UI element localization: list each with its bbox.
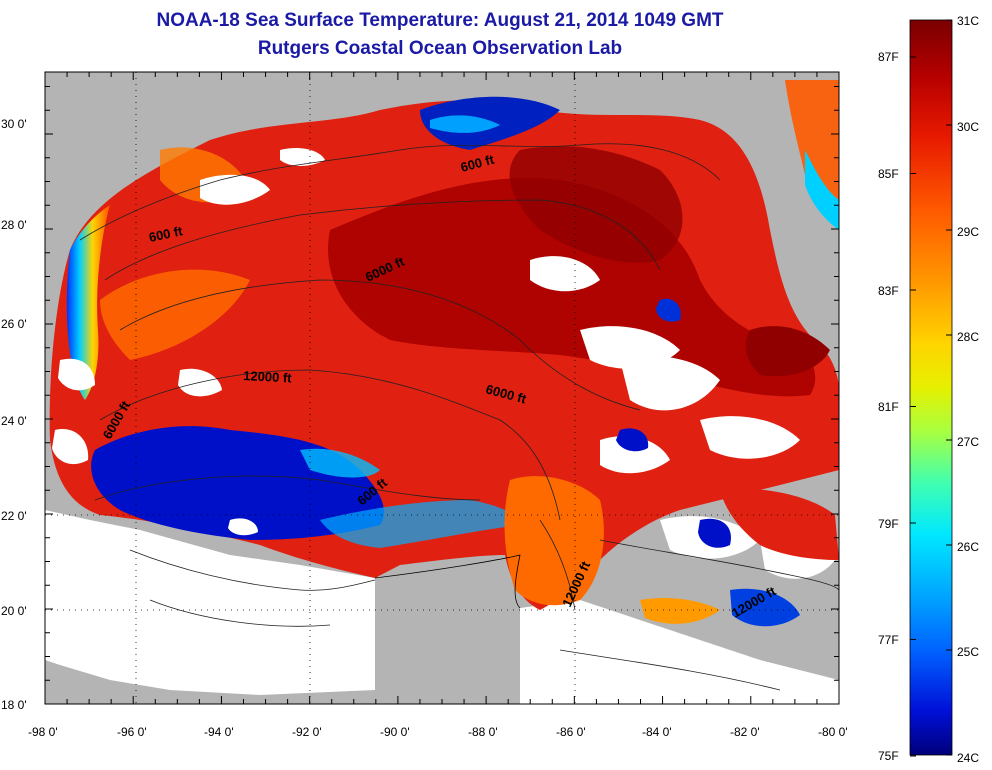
latitude-labels: 30 0' 28 0' 26 0' 24 0' 22 0' 20 0' 18 0… — [1, 117, 27, 712]
lat-label: 20 0' — [1, 604, 27, 618]
map-subtitle: Rutgers Coastal Ocean Observation Lab — [257, 38, 623, 59]
axis-ticks — [44, 72, 840, 705]
lat-label: 24 0' — [1, 414, 27, 428]
contour-label: 600 ft — [148, 223, 185, 245]
fahrenheit-label: 83F — [878, 284, 899, 298]
lon-label: -88 0' — [468, 725, 498, 739]
celsius-label: 24C — [957, 751, 979, 765]
lon-label: -86 0' — [556, 725, 586, 739]
fahrenheit-label: 87F — [878, 50, 899, 64]
celsius-label: 30C — [957, 120, 979, 134]
celsius-label: 29C — [957, 225, 979, 239]
lat-label: 18 0' — [1, 698, 27, 712]
fahrenheit-label: 77F — [878, 633, 899, 647]
lon-label: -92 0' — [292, 725, 322, 739]
lat-label: 26 0' — [1, 317, 27, 331]
bathymetry-contours — [79, 143, 839, 691]
celsius-label: 27C — [957, 435, 979, 449]
longitude-labels: -98 0' -96 0' -94 0' -92 0' -90 0' -88 0… — [28, 725, 848, 739]
fahrenheit-label: 79F — [878, 517, 899, 531]
lon-label: -82 0' — [730, 725, 760, 739]
celsius-label: 26C — [957, 540, 979, 554]
lon-label: -90 0' — [380, 725, 410, 739]
lat-label: 30 0' — [1, 117, 27, 131]
lat-label: 28 0' — [1, 218, 27, 232]
lon-label: -84 0' — [642, 725, 672, 739]
celsius-label: 28C — [957, 330, 979, 344]
fahrenheit-label: 85F — [878, 167, 899, 181]
texas-cool-coast — [66, 205, 110, 400]
celsius-label: 31C — [957, 14, 979, 28]
lon-label: -94 0' — [204, 725, 234, 739]
colorbar — [909, 19, 953, 756]
fahrenheit-label: 75F — [878, 749, 899, 763]
yucatan-no-data — [45, 510, 375, 695]
colorbar-ticks — [910, 19, 952, 757]
lon-label: -98 0' — [28, 725, 58, 739]
map-title: NOAA-18 Sea Surface Temperature: August … — [156, 10, 724, 31]
fahrenheit-label: 81F — [878, 400, 899, 414]
graticule — [45, 72, 839, 704]
lon-label: -80 0' — [818, 725, 848, 739]
cuba-no-data — [520, 600, 839, 704]
lat-label: 22 0' — [1, 509, 27, 523]
colorbar-celsius-labels: 31C 30C 29C 28C 27C 26C 25C 24C — [957, 14, 979, 765]
lon-label: -96 0' — [117, 725, 147, 739]
contour-label: 12000 ft — [243, 368, 293, 386]
colorbar-fahrenheit-labels: 87F 85F 83F 81F 79F 77F 75F — [878, 50, 899, 763]
celsius-label: 25C — [957, 645, 979, 659]
